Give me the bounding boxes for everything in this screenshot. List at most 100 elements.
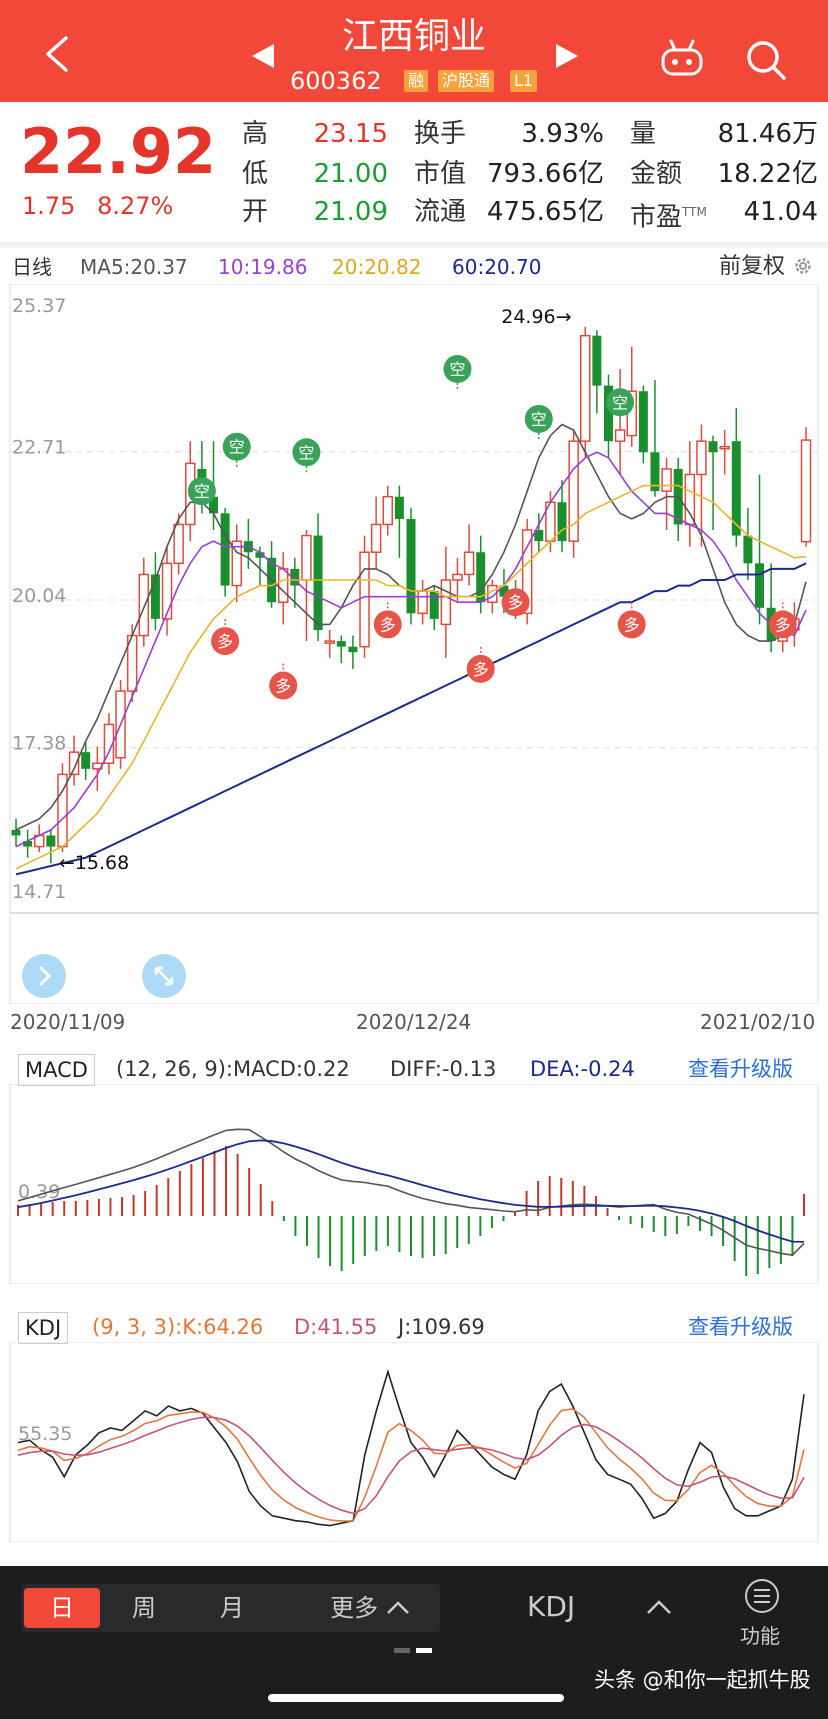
- candle-up: [800, 439, 812, 543]
- quote-separator: [0, 242, 828, 248]
- float-label: 流通: [414, 197, 467, 227]
- candle-down: [604, 385, 613, 442]
- macd-frame: [9, 1084, 819, 1284]
- kdj-k-line: [17, 1408, 805, 1522]
- candlestick-chart[interactable]: 25.3722.7120.0417.3814.7124.96→←15.68空空空…: [0, 284, 828, 1004]
- home-indicator[interactable]: [268, 1694, 564, 1702]
- pe-label-text: 市盈: [630, 202, 683, 233]
- sell-signal-label: 空: [194, 482, 210, 501]
- sell-signal-label: 空: [612, 393, 628, 412]
- pe-label: 市盈TTM: [630, 196, 707, 234]
- robot-icon[interactable]: [660, 38, 704, 78]
- indicator-chevron-up-icon[interactable]: [646, 1598, 672, 1616]
- buy-signal-label: 多: [217, 632, 233, 651]
- open-value: 21.09: [313, 197, 388, 227]
- buy-signal-label: 多: [275, 677, 291, 696]
- float-value: 475.65亿: [487, 197, 604, 227]
- kdj-legend: KDJ (9, 3, 3):K:64.26 D:41.55 J:109.69 查…: [0, 1312, 828, 1344]
- mktcap-value: 793.66亿: [487, 159, 604, 189]
- tab-day[interactable]: 日: [24, 1588, 100, 1628]
- prev-stock-icon[interactable]: [252, 44, 274, 68]
- candle-down: [46, 835, 56, 847]
- candle-down: [534, 530, 544, 542]
- candle-down: [499, 585, 509, 597]
- candle-down: [348, 646, 358, 653]
- candle-up: [161, 562, 173, 620]
- max-price-marker: 24.96→: [501, 306, 571, 328]
- indicator-selector[interactable]: KDJ: [527, 1590, 576, 1623]
- open-label: 开: [242, 197, 269, 227]
- kdj-upgrade-link[interactable]: 查看升级版: [688, 1315, 793, 1339]
- macd-tag[interactable]: MACD: [18, 1054, 95, 1086]
- buy-signal-label: 多: [508, 593, 524, 612]
- candle-up: [719, 445, 730, 450]
- back-arrow-icon[interactable]: [40, 34, 74, 74]
- page-dot-1: [394, 1648, 410, 1653]
- macd-chart: 0.39: [9, 1084, 819, 1284]
- diff-line: [17, 1128, 805, 1256]
- buy-signal-dot: [617, 610, 646, 639]
- macd-params: (12, 26, 9):MACD:0.22: [116, 1057, 350, 1081]
- high-value: 23.15: [313, 119, 388, 149]
- period-label[interactable]: 日线: [12, 255, 52, 279]
- candle-up: [696, 440, 707, 476]
- tab-more[interactable]: 更多: [320, 1588, 420, 1628]
- kdj-chart: 55.35: [9, 1342, 819, 1542]
- search-icon[interactable]: [744, 38, 788, 82]
- next-stock-icon[interactable]: [556, 44, 578, 68]
- function-menu-icon[interactable]: [744, 1578, 780, 1614]
- kdj-k: (9, 3, 3):K:64.26: [92, 1315, 264, 1339]
- ma60-line: [15, 562, 807, 876]
- candle-down: [209, 496, 218, 514]
- kdj-tag[interactable]: KDJ: [18, 1312, 69, 1344]
- buy-signal-dot: [211, 627, 240, 656]
- candle-up: [580, 334, 591, 442]
- volume-label: 量: [630, 119, 657, 149]
- kdj-d-line: [17, 1416, 805, 1515]
- sell-signal-dot: [222, 432, 251, 461]
- macd-upgrade-link[interactable]: 查看升级版: [688, 1057, 793, 1081]
- candle-up: [661, 468, 672, 492]
- candle-up: [277, 568, 289, 603]
- kdj-j: J:109.69: [398, 1315, 485, 1339]
- tab-month[interactable]: 月: [220, 1594, 244, 1622]
- amount-value: 18.22亿: [717, 159, 818, 189]
- kdj-frame: [9, 1342, 819, 1542]
- y-tick-label: 20.04: [12, 585, 66, 607]
- badge-connect: 沪股通: [438, 70, 495, 92]
- min-price-marker: ←15.68: [59, 852, 129, 874]
- candle-down: [11, 829, 21, 836]
- ma-legend: 日线 MA5:20.37 10:19.86 20:20.82 60:20.70: [0, 252, 828, 282]
- y-tick-label: 25.37: [12, 295, 66, 317]
- candle-up: [138, 573, 150, 637]
- stock-code: 600362: [290, 67, 382, 95]
- adjust-label: 前复权: [718, 254, 785, 279]
- ma20-line: [15, 484, 807, 870]
- candle-up: [370, 523, 382, 553]
- candle-down: [743, 535, 753, 564]
- buy-signal-label: 多: [380, 615, 396, 634]
- candle-up: [173, 523, 184, 565]
- candle-up: [301, 534, 312, 581]
- badge-margin: 融: [404, 70, 429, 92]
- tab-week[interactable]: 周: [132, 1594, 156, 1622]
- candle-down: [23, 841, 33, 847]
- change-percent: 8.27%: [97, 192, 174, 220]
- candle-down: [255, 552, 265, 558]
- candle-up: [417, 590, 428, 615]
- kdj-y-tick: 55.35: [18, 1423, 72, 1445]
- adjust-toggle[interactable]: 前复权: [719, 252, 814, 282]
- current-price: 22.92: [20, 115, 217, 188]
- stock-name: 江西铜业: [341, 16, 486, 57]
- pe-ttm-sup: TTM: [682, 205, 707, 219]
- buy-signal-dot: [768, 610, 797, 639]
- ma5-value: MA5:20.37: [80, 255, 188, 279]
- candle-up: [68, 751, 80, 776]
- candle-down: [81, 752, 91, 769]
- candle-down: [731, 441, 741, 536]
- volume-value: 81.46万: [717, 119, 818, 149]
- ma10-value: 10:19.86: [218, 255, 308, 279]
- candle-up: [359, 551, 370, 648]
- function-label[interactable]: 功能: [740, 1624, 780, 1648]
